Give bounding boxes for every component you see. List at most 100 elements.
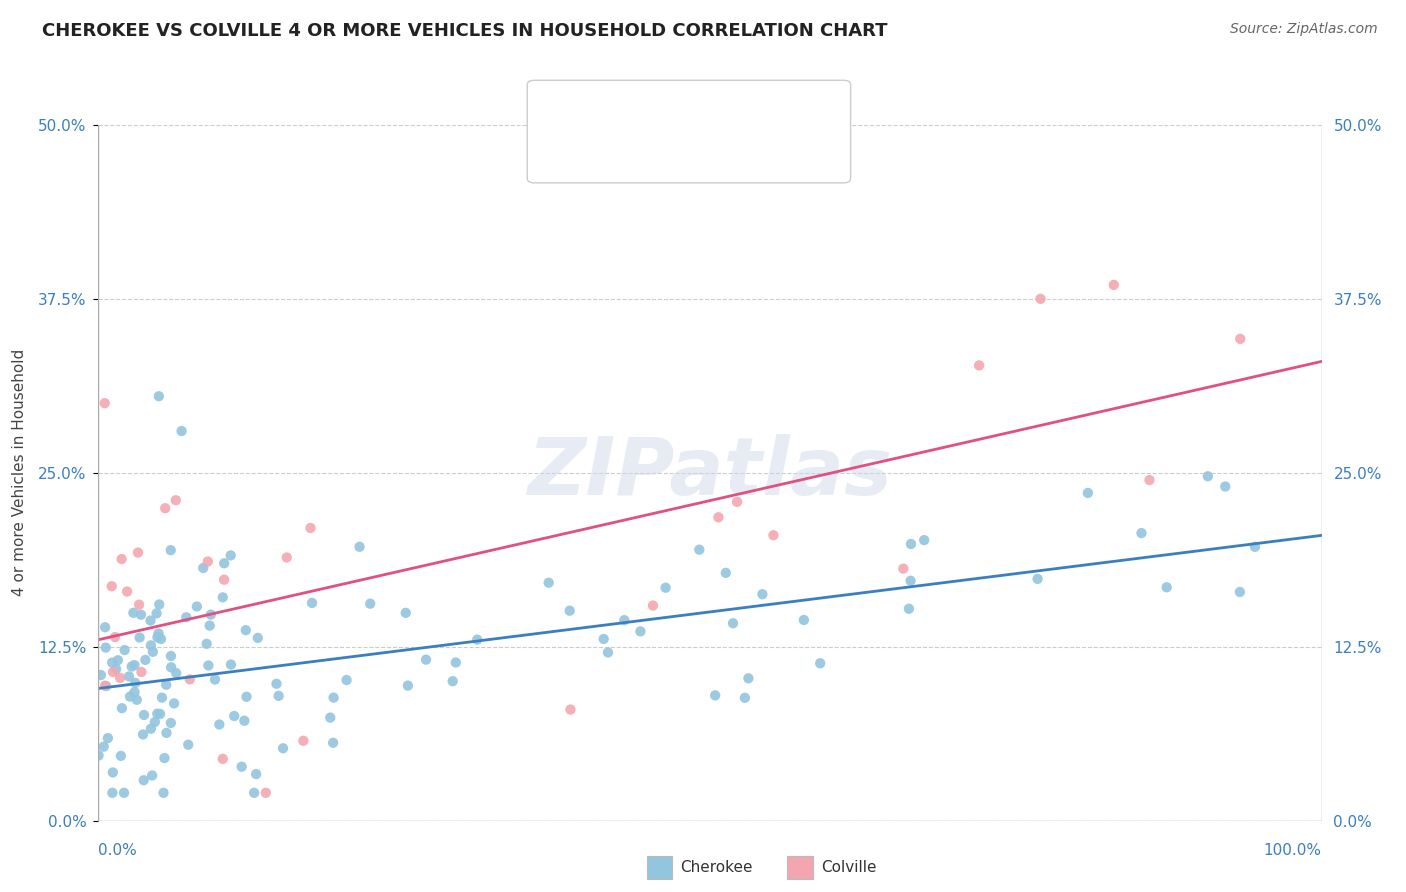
Point <box>115 584 138 599</box>
Point <box>148 598 170 612</box>
Point <box>124 676 146 690</box>
Text: Source: ZipAtlas.com: Source: ZipAtlas.com <box>1230 22 1378 37</box>
Point <box>93 396 115 410</box>
Point <box>1130 526 1153 541</box>
Point <box>139 722 162 736</box>
Point <box>271 741 294 756</box>
Point <box>1156 580 1178 594</box>
Point <box>558 604 581 618</box>
Point <box>1229 332 1251 346</box>
Point <box>104 630 127 644</box>
Point <box>159 543 181 558</box>
Point <box>160 716 183 731</box>
Point <box>751 587 773 601</box>
Point <box>174 610 197 624</box>
Text: CHEROKEE VS COLVILLE 4 OR MORE VEHICLES IN HOUSEHOLD CORRELATION CHART: CHEROKEE VS COLVILLE 4 OR MORE VEHICLES … <box>42 22 887 40</box>
Point <box>101 656 124 670</box>
Text: Colville: Colville <box>821 860 876 875</box>
Point <box>630 624 652 639</box>
Point <box>292 733 315 747</box>
Point <box>641 599 664 613</box>
Point <box>124 658 146 673</box>
Point <box>1244 540 1267 554</box>
Point <box>793 613 815 627</box>
Point <box>900 537 922 551</box>
Point <box>1139 473 1161 487</box>
Point <box>132 708 155 723</box>
Point <box>179 673 201 687</box>
Point <box>560 702 582 716</box>
Point <box>155 726 177 740</box>
Point <box>721 616 744 631</box>
Point <box>125 693 148 707</box>
Point <box>704 689 727 703</box>
Point <box>97 731 120 745</box>
Point <box>967 359 990 373</box>
Point <box>177 738 200 752</box>
Point <box>101 665 124 679</box>
Point <box>395 606 418 620</box>
Point <box>197 554 219 568</box>
Text: R = 0.458   N =  32: R = 0.458 N = 32 <box>593 145 755 163</box>
Point <box>124 685 146 699</box>
Point <box>105 662 128 676</box>
Point <box>1213 479 1236 493</box>
Point <box>197 658 219 673</box>
Point <box>349 540 371 554</box>
Point <box>654 581 676 595</box>
Point <box>128 598 150 612</box>
Point <box>737 671 759 685</box>
Point <box>212 573 235 587</box>
Point <box>101 786 124 800</box>
Point <box>441 674 464 689</box>
Point <box>96 679 118 693</box>
Point <box>537 575 560 590</box>
Point <box>224 709 246 723</box>
Point <box>714 566 737 580</box>
Point <box>319 711 342 725</box>
Point <box>246 631 269 645</box>
Point <box>100 579 122 593</box>
Point <box>897 601 920 615</box>
Point <box>396 679 419 693</box>
Point <box>734 690 756 705</box>
Point <box>160 660 183 674</box>
Point <box>186 599 208 614</box>
Point <box>165 666 187 681</box>
Point <box>596 645 619 659</box>
Point <box>235 690 257 704</box>
Text: R = 0.360   N = 122: R = 0.360 N = 122 <box>593 104 761 122</box>
Point <box>335 673 357 687</box>
Point <box>808 657 831 671</box>
Point <box>211 752 233 766</box>
Point <box>1029 292 1052 306</box>
Point <box>322 736 344 750</box>
Point <box>912 533 935 548</box>
Point <box>132 727 155 741</box>
Text: 0.0%: 0.0% <box>98 843 138 858</box>
Point <box>152 786 174 800</box>
Point <box>148 389 170 403</box>
Point <box>725 495 748 509</box>
Point <box>94 640 117 655</box>
Point <box>276 550 298 565</box>
Point <box>139 639 162 653</box>
Point <box>90 668 112 682</box>
Point <box>94 679 117 693</box>
Point <box>444 656 467 670</box>
Point <box>143 714 166 729</box>
Point <box>267 689 290 703</box>
Point <box>299 521 322 535</box>
Point <box>132 773 155 788</box>
Point <box>193 561 215 575</box>
Point <box>1026 572 1049 586</box>
Point <box>155 678 177 692</box>
Point <box>101 765 124 780</box>
Point <box>219 657 242 672</box>
Point <box>128 631 150 645</box>
Point <box>245 767 267 781</box>
Point <box>211 591 233 605</box>
Point <box>129 607 152 622</box>
Point <box>110 748 132 763</box>
Point <box>195 637 218 651</box>
